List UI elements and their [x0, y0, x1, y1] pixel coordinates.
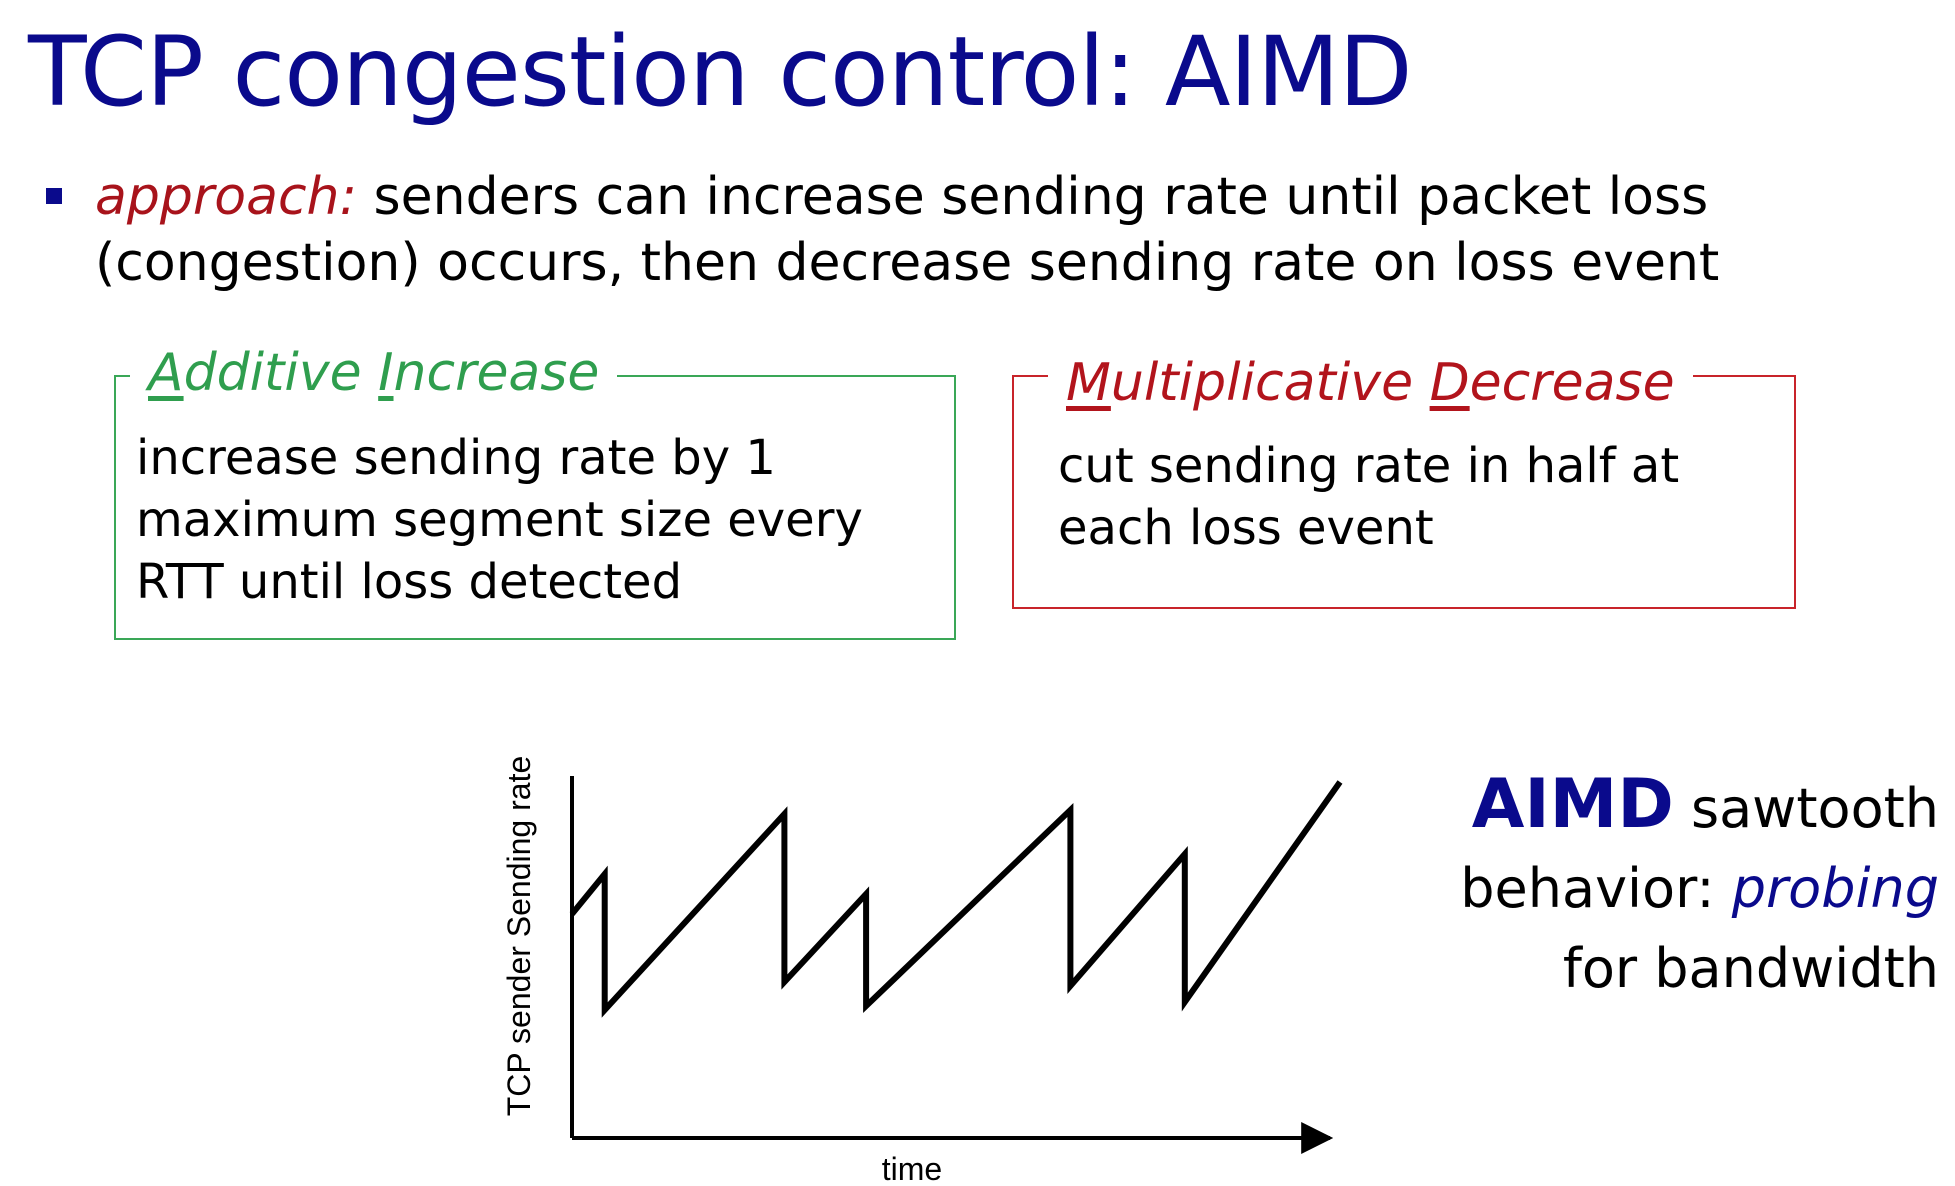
x-axis-label: time [882, 1151, 942, 1186]
y-axis-label: TCP sender Sending rate [501, 756, 537, 1117]
approach-label: approach: [95, 167, 358, 227]
multiplicative-decrease-box: Multiplicative Decrease cut sending rate… [1012, 351, 1796, 609]
sending-rate-sawtooth-line [569, 780, 1343, 1018]
aimd-sawtooth-note: AIMD sawtooth behavior: probing for band… [1460, 765, 1939, 1000]
multiplicative-decrease-title: Multiplicative Decrease [1048, 351, 1693, 415]
multiplicative-decrease-text: cut sending rate in half at each loss ev… [1058, 438, 1680, 556]
additive-increase-text: increase sending rate by 1 maximum segme… [136, 430, 863, 610]
bullet-square-icon [46, 188, 62, 204]
additive-increase-title: Additive Increase [130, 341, 618, 405]
additive-increase-box: Additive Increase increase sending rate … [114, 341, 956, 640]
approach-text: senders can increase sending rate until … [95, 167, 1720, 293]
approach-bullet: approach: senders can increase sending r… [95, 164, 1895, 296]
slide-title: TCP congestion control: AIMD [28, 16, 1413, 128]
aimd-strong-label: AIMD [1471, 765, 1674, 844]
probing-emphasis: probing [1731, 857, 1939, 920]
